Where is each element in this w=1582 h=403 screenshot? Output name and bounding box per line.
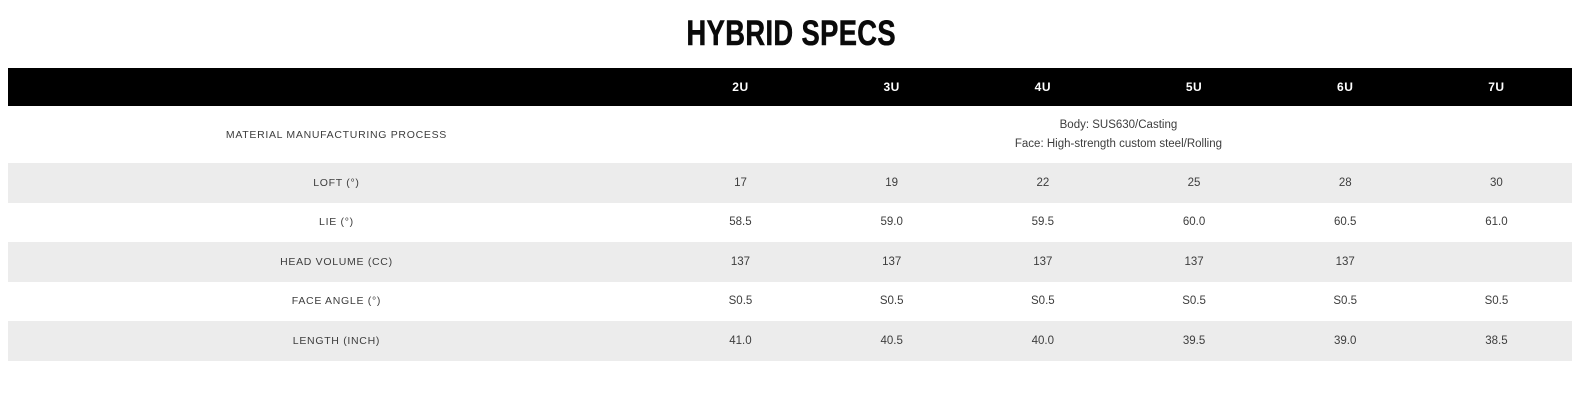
spec-value: S0.5 — [1484, 295, 1509, 308]
table-header-row: 2U 3U 4U 5U 6U 7U — [8, 68, 1572, 106]
hybrid-specs-section: HYBRID SPECS 2U 3U 4U 5U 6U 7U MATERIAL MANUF… — [0, 0, 1582, 361]
column-header: 3U — [883, 80, 900, 94]
row-label: LENGTH (INCH) — [292, 334, 381, 347]
table-row: HEAD VOLUME (CC) 137 137 137 137 137 — [8, 242, 1572, 282]
spec-value: 137 — [882, 255, 902, 268]
spec-value: 59.0 — [880, 216, 903, 229]
title-wrap: HYBRID SPECS — [0, 0, 1582, 68]
spec-value: 25 — [1187, 176, 1201, 189]
row-label: LIE (°) — [319, 216, 354, 229]
row-label: HEAD VOLUME (CC) — [280, 255, 393, 268]
spec-value: 59.5 — [1031, 216, 1055, 229]
spec-table: 2U 3U 4U 5U 6U 7U MATERIAL MANUFACTURING PROC… — [8, 68, 1572, 361]
table-row: LIE (°) 58.5 59.0 59.5 60.0 60.5 61.0 — [8, 203, 1572, 243]
page-title: HYBRID SPECS — [686, 14, 896, 54]
spec-value: S0.5 — [1182, 295, 1206, 308]
row-label: MATERIAL MANUFACTURING PROCESS — [225, 128, 447, 141]
spec-value: S0.5 — [1031, 295, 1055, 308]
spec-value: 28 — [1338, 176, 1352, 189]
spec-value: 30 — [1490, 176, 1503, 189]
row-label: FACE ANGLE (°) — [291, 295, 382, 308]
spec-value: 60.5 — [1334, 216, 1357, 229]
spec-value: 137 — [1335, 255, 1355, 268]
table-row: LENGTH (INCH) 41.0 40.5 40.0 39.5 39.0 38.5 — [8, 321, 1572, 361]
spec-value: 40.5 — [880, 334, 903, 347]
spec-value: 40.0 — [1031, 334, 1055, 347]
table-row: LOFT (°) 17 19 22 25 28 30 — [8, 163, 1572, 203]
spec-value: 137 — [730, 255, 751, 268]
spec-value: 22 — [1036, 176, 1050, 189]
table-row-material: MATERIAL MANUFACTURING PROCESS Body: SUS… — [8, 106, 1572, 163]
material-face-line: Face: High-strength custom steel/Rolling — [1014, 137, 1222, 150]
spec-value — [1421, 242, 1572, 282]
header-label-spacer — [8, 68, 665, 106]
table-row: FACE ANGLE (°) S0.5 S0.5 S0.5 S0.5 S0.5 S0.5 — [8, 282, 1572, 322]
spec-value: 39.0 — [1334, 334, 1357, 347]
material-value: Body: SUS630/Casting Face: High-strength… — [665, 106, 1572, 163]
spec-value: S0.5 — [1333, 295, 1358, 308]
spec-value: 137 — [1184, 255, 1204, 268]
spec-value: 137 — [1033, 255, 1053, 268]
spec-value: 58.5 — [729, 216, 752, 229]
row-label: LOFT (°) — [313, 176, 360, 189]
spec-value: S0.5 — [728, 295, 753, 308]
column-header: 2U — [732, 80, 749, 94]
spec-value: 38.5 — [1485, 334, 1508, 347]
column-header: 5U — [1185, 80, 1203, 94]
column-header: 4U — [1034, 80, 1052, 94]
column-header: 7U — [1488, 80, 1505, 94]
spec-value: 19 — [885, 176, 899, 189]
spec-value: 61.0 — [1485, 216, 1508, 229]
spec-value: 41.0 — [729, 334, 752, 347]
spec-value: 39.5 — [1182, 334, 1206, 347]
column-header: 6U — [1337, 80, 1354, 94]
spec-value: S0.5 — [879, 295, 904, 308]
material-body-line: Body: SUS630/Casting — [1059, 118, 1178, 131]
spec-value: 17 — [734, 176, 747, 189]
spec-value: 60.0 — [1182, 216, 1206, 229]
